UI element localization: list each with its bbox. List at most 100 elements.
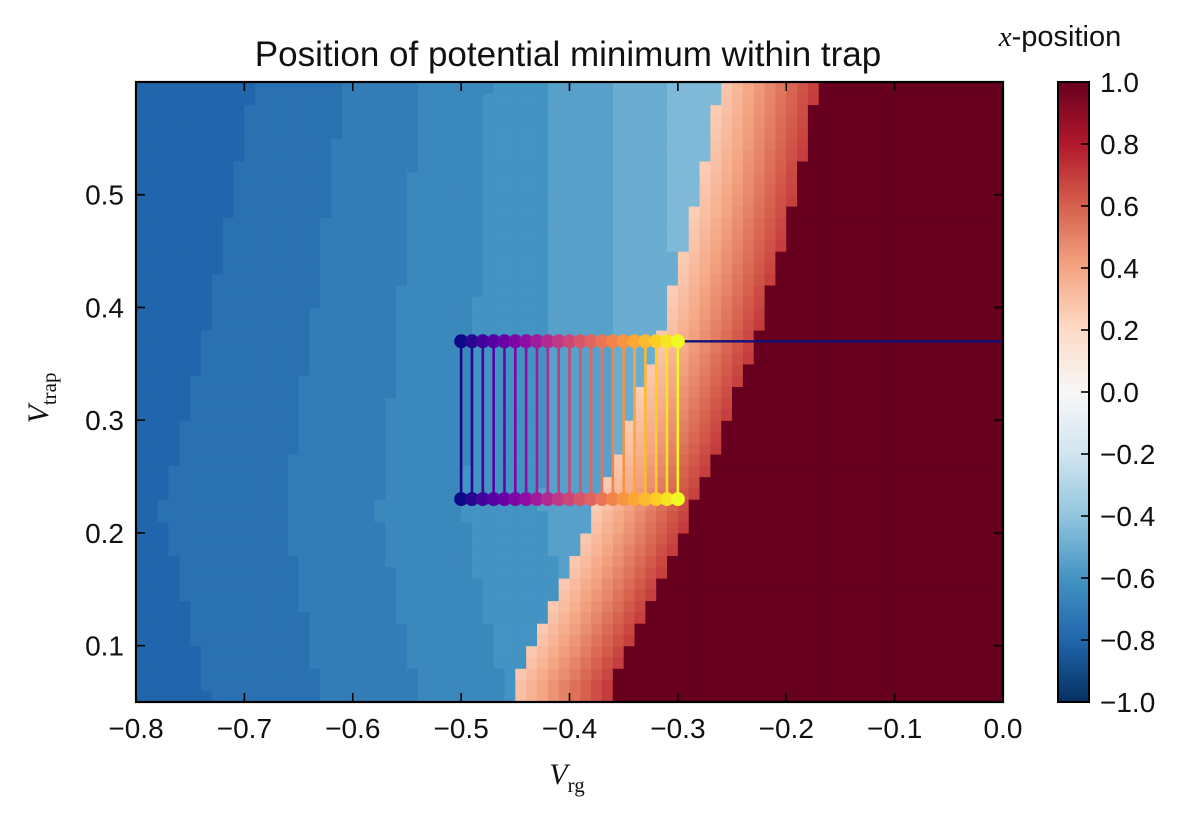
heatmap-cell — [775, 431, 787, 444]
heatmap-cell — [244, 375, 256, 387]
heatmap-cell — [916, 82, 928, 94]
heatmap-cell — [916, 600, 928, 613]
heatmap-cell — [417, 206, 430, 218]
heatmap-cell — [331, 499, 343, 511]
heatmap-cell — [222, 476, 235, 489]
heatmap-cell — [233, 183, 245, 196]
heatmap-cell — [862, 375, 874, 387]
heatmap-cell — [461, 296, 473, 309]
heatmap-cell — [363, 115, 376, 128]
heatmap-cell — [439, 352, 451, 365]
heatmap-cell — [352, 273, 365, 286]
heatmap-cell — [645, 149, 657, 162]
heatmap-cell — [352, 284, 365, 297]
heatmap-cell — [775, 296, 787, 309]
heatmap-cell — [764, 363, 777, 376]
heatmap-cell — [927, 172, 939, 185]
heatmap-cell — [699, 239, 711, 252]
heatmap-cell — [840, 93, 852, 106]
heatmap-cell — [797, 499, 809, 511]
heatmap-cell — [439, 578, 451, 590]
heatmap-cell — [341, 194, 354, 207]
heatmap-cell — [211, 352, 224, 365]
heatmap-cell — [775, 544, 787, 557]
heatmap-cell — [309, 397, 321, 410]
heatmap-cell — [352, 600, 365, 613]
heatmap-cell — [396, 296, 408, 309]
heatmap-cell — [341, 555, 354, 568]
heatmap-cell — [493, 510, 506, 523]
heatmap-cell — [190, 431, 202, 444]
heatmap-cell — [266, 82, 278, 94]
heatmap-cell — [526, 330, 538, 342]
heatmap-cell — [341, 375, 354, 387]
heatmap-cell — [244, 352, 256, 365]
heatmap-cell — [309, 104, 321, 117]
heatmap-cell — [352, 487, 365, 500]
heatmap-cell — [656, 578, 668, 590]
heatmap-cell — [959, 690, 972, 703]
heatmap-cell — [136, 104, 148, 117]
heatmap-cell — [623, 273, 636, 286]
heatmap-cell — [255, 645, 267, 658]
heatmap-cell — [667, 634, 679, 647]
heatmap-cell — [667, 521, 679, 534]
heatmap-cell — [450, 600, 462, 613]
heatmap-cell — [298, 217, 310, 230]
y-axis-label: Vtrap — [22, 373, 61, 424]
heatmap-cell — [417, 645, 430, 658]
heatmap-cell — [591, 217, 603, 230]
heatmap-cell — [591, 454, 603, 466]
heatmap-cell — [439, 160, 451, 173]
heatmap-cell — [786, 656, 798, 669]
heatmap-cell — [937, 600, 950, 613]
heatmap-cell — [732, 386, 744, 399]
heatmap-cell — [710, 172, 722, 185]
heatmap-cell — [406, 341, 419, 354]
heatmap-cell — [862, 408, 874, 421]
heatmap-cell — [872, 656, 885, 669]
heatmap-cell — [872, 397, 885, 410]
heatmap-cell — [992, 611, 1004, 624]
heatmap-cell — [374, 431, 386, 444]
heatmap-cell — [233, 318, 245, 331]
heatmap-cell — [244, 578, 256, 590]
heatmap-cell — [732, 521, 744, 534]
heatmap-cell — [439, 206, 451, 218]
heatmap-cell — [602, 273, 614, 286]
heatmap-cell — [515, 194, 527, 207]
heatmap-cell — [276, 645, 289, 658]
heatmap-cell — [233, 228, 245, 241]
heatmap-cell — [927, 589, 939, 602]
heatmap-cell — [872, 138, 885, 151]
heatmap-cell — [775, 499, 787, 511]
heatmap-cell — [320, 555, 332, 568]
heatmap-cell — [471, 690, 484, 703]
heatmap-cell — [363, 273, 376, 286]
heatmap-cell — [656, 183, 668, 196]
heatmap-cell — [818, 623, 831, 635]
x-axis-label-sub: rg — [568, 773, 586, 797]
heatmap-cell — [797, 330, 809, 342]
heatmap-cell — [818, 555, 831, 568]
heatmap-cell — [331, 149, 343, 162]
heatmap-cell — [341, 363, 354, 376]
heatmap-cell — [168, 623, 180, 635]
heatmap-cell — [298, 363, 310, 376]
heatmap-cell — [970, 454, 982, 466]
heatmap-cell — [742, 487, 755, 500]
heatmap-cell — [992, 431, 1004, 444]
heatmap-cell — [905, 93, 917, 106]
heatmap-cell — [439, 431, 451, 444]
heatmap-cell — [764, 532, 777, 545]
heatmap-cell — [612, 251, 625, 263]
heatmap-cell — [786, 386, 798, 399]
heatmap-cell — [352, 454, 365, 466]
heatmap-cell — [872, 510, 885, 523]
heatmap-cell — [276, 611, 289, 624]
heatmap-cell — [266, 578, 278, 590]
heatmap-cell — [742, 352, 755, 365]
heatmap-cell — [699, 273, 711, 286]
heatmap-cell — [721, 206, 733, 218]
heatmap-cell — [287, 115, 300, 128]
